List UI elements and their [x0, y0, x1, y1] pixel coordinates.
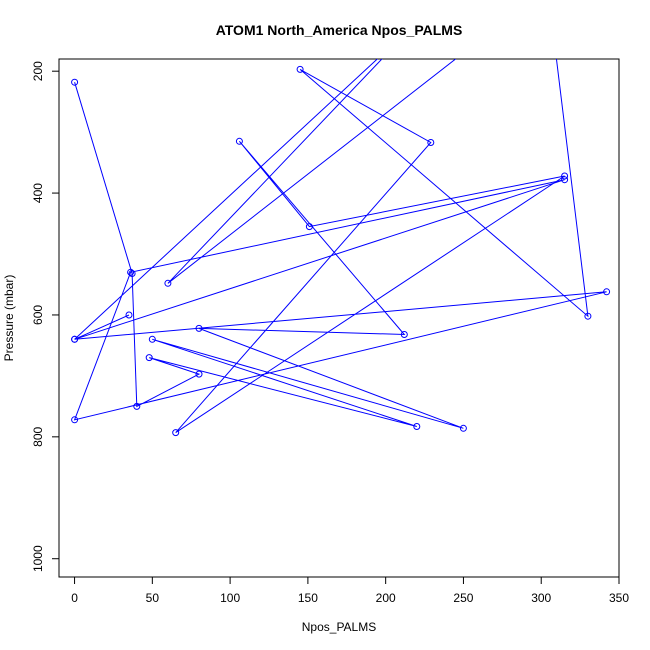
y-axis-label: Pressure (mbar)	[2, 275, 16, 362]
data-point	[561, 172, 569, 180]
x-tick-label: 200	[376, 591, 396, 605]
data-point	[71, 78, 79, 86]
data-point	[603, 288, 611, 296]
data-point	[561, 176, 569, 184]
x-tick-label: 50	[146, 591, 160, 605]
y-tick-label: 800	[31, 427, 45, 447]
data-point	[427, 139, 435, 146]
y-tick-label: 600	[31, 305, 45, 325]
data-point	[125, 311, 133, 319]
x-tick-label: 150	[298, 591, 318, 605]
y-axis: 200 400 600 800 1000	[31, 61, 60, 572]
series-line	[73, 59, 607, 434]
plot-frame	[58, 58, 620, 578]
data-point	[145, 354, 153, 362]
x-tick-label: 300	[531, 591, 551, 605]
y-tick-label: 200	[31, 61, 45, 81]
y-tick-label: 400	[31, 183, 45, 203]
data-point	[235, 137, 243, 145]
data-point	[296, 65, 304, 73]
x-tick-label: 100	[220, 591, 240, 605]
data-point	[148, 335, 156, 343]
data-point	[127, 268, 135, 276]
data-point	[459, 424, 467, 432]
data-point	[164, 279, 172, 287]
x-tick-label: 250	[453, 591, 473, 605]
data-point	[128, 270, 136, 277]
data-point	[584, 312, 592, 320]
data-point	[71, 335, 79, 343]
data-layer	[71, 0, 611, 437]
data-point	[172, 429, 180, 437]
x-axis-label: Npos_PALMS	[302, 620, 376, 634]
x-tick-label: 0	[71, 591, 78, 605]
data-point	[71, 416, 79, 424]
data-point	[400, 331, 408, 338]
x-tick-label: 350	[609, 591, 629, 605]
data-point	[195, 370, 203, 378]
data-point	[546, 0, 552, 1]
data-point	[413, 423, 421, 430]
data-point	[305, 223, 313, 231]
data-point	[460, 50, 466, 56]
chart-title: ATOM1 North_America Npos_PALMS	[216, 22, 463, 38]
data-point	[133, 402, 141, 410]
data-point	[195, 324, 203, 332]
y-tick-label: 1000	[31, 545, 45, 572]
x-axis: 0 50 100 150 200 250 300 350	[71, 576, 629, 605]
